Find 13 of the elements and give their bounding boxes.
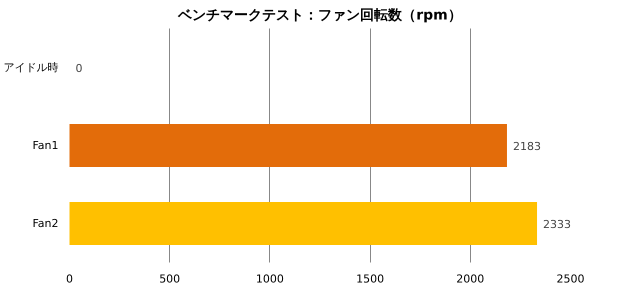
x-tick-label: 1500 (356, 272, 384, 286)
x-tick-label: 0 (66, 272, 73, 286)
x-tick-label: 2000 (456, 272, 484, 286)
y-tick-label: Fan2 (32, 217, 59, 230)
chart-title: ベンチマークテスト：ファン回転数（rpm） (177, 8, 462, 24)
x-tick-label: 2500 (556, 272, 585, 286)
data-label: 2333 (543, 218, 572, 231)
y-tick-label: Fan1 (32, 139, 59, 152)
data-label: 2183 (512, 140, 541, 153)
y-tick-label: アイドル時 (4, 61, 58, 74)
data-label: 0 (76, 62, 82, 75)
x-tick-label: 1000 (256, 272, 284, 286)
x-tick-label: 500 (159, 272, 180, 286)
